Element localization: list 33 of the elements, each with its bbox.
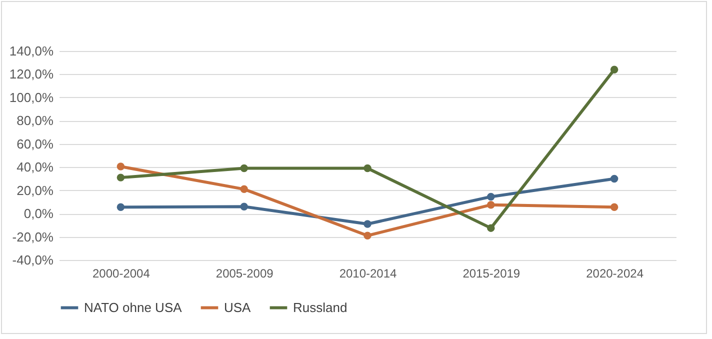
y-tick-label: 40,0% bbox=[16, 160, 54, 175]
x-tick-label: 2010-2014 bbox=[339, 266, 398, 280]
y-tick-label: 120,0% bbox=[9, 66, 54, 82]
point bbox=[610, 174, 618, 183]
point bbox=[487, 200, 495, 209]
y-tick-label: 20,0% bbox=[16, 182, 54, 198]
point bbox=[240, 185, 248, 194]
y-tick-label: 60,0% bbox=[16, 136, 54, 152]
legend-label: Russland bbox=[293, 300, 348, 315]
point bbox=[610, 66, 618, 74]
point bbox=[364, 164, 372, 172]
point bbox=[364, 232, 372, 240]
y-tick-label: 80,0% bbox=[16, 113, 54, 128]
point bbox=[364, 220, 372, 228]
x-tick-label: 2000-2004 bbox=[92, 266, 150, 280]
x-tick-label: 2005-2009 bbox=[216, 266, 274, 280]
point bbox=[116, 203, 125, 212]
y-tick-label: 100,0% bbox=[9, 90, 54, 105]
x-tick-label: 2020-2024 bbox=[586, 266, 644, 280]
x-tick-label: 2015-2019 bbox=[462, 266, 520, 280]
point bbox=[487, 224, 495, 232]
y-tick-label: -40,0% bbox=[12, 252, 54, 268]
legend-label: NATO ohne USA bbox=[84, 300, 182, 315]
y-tick-label: -20,0% bbox=[12, 229, 54, 244]
y-tick-label: 140,0% bbox=[9, 44, 54, 58]
point bbox=[487, 192, 495, 201]
point bbox=[116, 162, 125, 170]
y-tick-label: 0,0% bbox=[24, 206, 54, 222]
point bbox=[610, 203, 618, 212]
point bbox=[240, 202, 248, 210]
point bbox=[116, 174, 125, 182]
point bbox=[240, 164, 248, 172]
legend-label: USA bbox=[224, 300, 252, 315]
